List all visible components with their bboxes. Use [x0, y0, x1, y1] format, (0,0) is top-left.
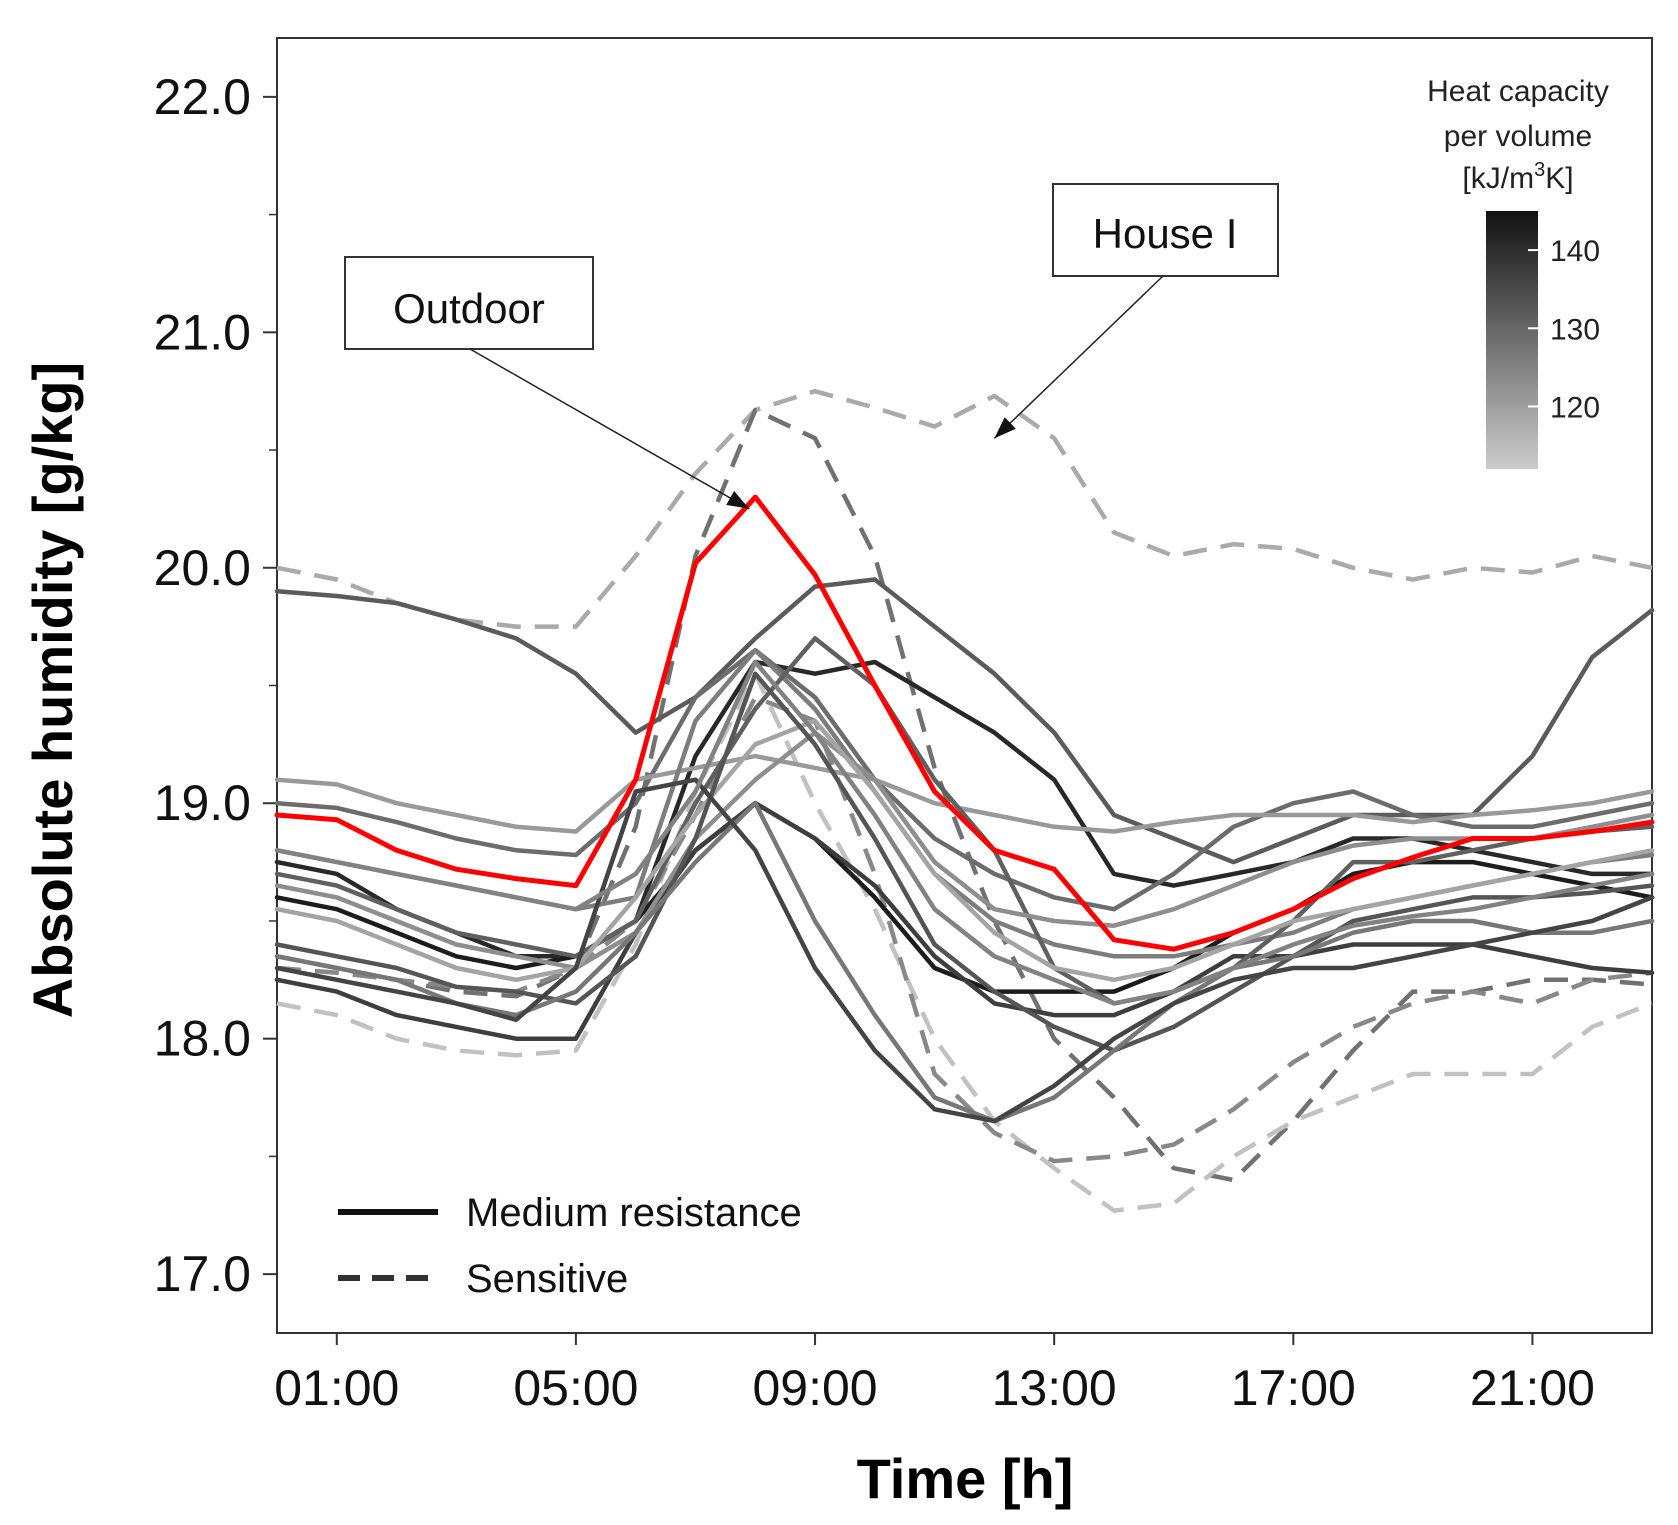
legend-dashed-label: Sensitive — [466, 1257, 628, 1301]
series-line-m-11 — [274, 671, 1655, 1053]
series-line-s-a — [276, 407, 1653, 1183]
colorbar-title-line-1: Heat capacity — [1427, 75, 1609, 108]
x-tick-label: 17:00 — [1231, 1360, 1356, 1416]
y-tick-label: 20.0 — [154, 540, 251, 596]
x-tick-label: 21:00 — [1470, 1360, 1595, 1416]
y-tick-label: 19.0 — [154, 775, 251, 831]
x-tick-label: 05:00 — [513, 1360, 638, 1416]
y-tick-label: 22.0 — [154, 69, 251, 125]
series-line-house-i — [276, 388, 1653, 629]
x-axis-ticks: 01:00 05:00 09:00 13:00 17:00 21:00 — [274, 1333, 1595, 1416]
annotation-outdoor-box — [344, 256, 594, 350]
y-tick-label: 18.0 — [154, 1011, 251, 1067]
series-line-m-5 — [274, 647, 1655, 912]
colorbar-title-line-2: per volume — [1444, 120, 1592, 153]
colorbar-ramp — [1486, 211, 1538, 469]
x-tick-label: 01:00 — [274, 1360, 399, 1416]
y-tick-label: 17.0 — [154, 1246, 251, 1302]
series-line-outdoor — [274, 494, 1655, 952]
colorbar-unit-prefix: [kJ/m — [1462, 162, 1534, 195]
x-axis-title: Time [h] — [857, 1447, 1074, 1510]
colorbar-unit-suffix: K] — [1545, 162, 1573, 195]
annotation-outdoor-arrowhead — [726, 491, 750, 509]
colorbar-ticks: 120 130 140 — [1528, 235, 1600, 424]
x-tick-label: 09:00 — [752, 1360, 877, 1416]
colorbar-unit-superscript: 3 — [1534, 159, 1545, 181]
annotation-house-i: House I — [993, 183, 1279, 439]
y-tick-label: 21.0 — [154, 304, 251, 360]
plot-frame — [276, 37, 1653, 1334]
colorbar: Heat capacity per volume [kJ/m3K] 120 130… — [1427, 75, 1609, 469]
y-axis-ticks: 17.0 18.0 19.0 20.0 21.0 22.0 — [154, 69, 277, 1302]
series-line-s-b — [276, 671, 1653, 1213]
series-line-m-4 — [274, 800, 1655, 1041]
colorbar-unit: [kJ/m3K] — [1462, 159, 1573, 195]
annotation-house-i-arrow — [993, 275, 1164, 439]
annotation-house-i-box — [1052, 183, 1279, 277]
annotation-house-i-label: House I — [1093, 210, 1238, 257]
series-line-m-12 — [274, 800, 1655, 1124]
y-minor-ticks — [269, 213, 277, 1158]
y-axis-title: Absolute humidity [g/kg] — [21, 362, 84, 1018]
annotation-outdoor-arrow — [469, 348, 750, 510]
series-layer — [274, 388, 1655, 1213]
annotation-outdoor-label: Outdoor — [393, 285, 545, 332]
legend: Medium resistance Sensitive — [338, 1191, 802, 1301]
series-line-m-9 — [274, 730, 1655, 971]
annotation-outdoor: Outdoor — [344, 256, 750, 510]
series-line-m-8 — [274, 636, 1655, 1006]
colorbar-tick-label: 140 — [1550, 235, 1600, 268]
series-line-m-6 — [274, 753, 1655, 834]
annotation-house-i-arrowhead — [994, 417, 1016, 439]
legend-solid-label: Medium resistance — [466, 1191, 802, 1235]
colorbar-tick-label: 130 — [1550, 313, 1600, 346]
series-line-m-13 — [274, 777, 1655, 1124]
colorbar-tick-label: 120 — [1550, 391, 1600, 424]
series-line-m-14 — [274, 659, 1655, 1006]
series-line-m-10 — [274, 718, 1655, 983]
x-tick-label: 13:00 — [992, 1360, 1117, 1416]
